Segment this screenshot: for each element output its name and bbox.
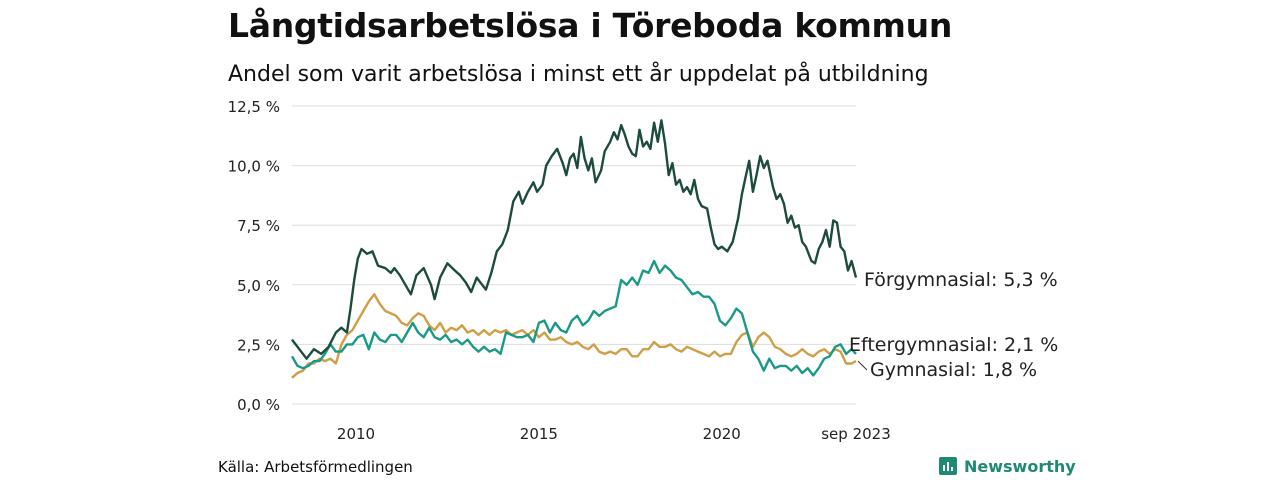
- y-tick-label: 7,5 %: [237, 217, 280, 235]
- y-tick-label: 5,0 %: [237, 277, 280, 295]
- series-end-label: Gymnasial: 1,8 %: [870, 359, 1037, 381]
- y-tick-label: 0,0 %: [237, 396, 280, 414]
- newsworthy-icon: [939, 457, 957, 475]
- chart-subtitle: Andel som varit arbetslösa i minst ett å…: [228, 62, 929, 87]
- label-leader-line: [857, 360, 868, 371]
- brand-logo[interactable]: Newsworthy: [938, 456, 1076, 476]
- x-tick-label: 2010: [337, 425, 375, 443]
- series-end-label: Förgymnasial: 5,3 %: [864, 269, 1058, 291]
- series-end-label: Eftergymnasial: 2,1 %: [849, 334, 1058, 356]
- x-tick-label: sep 2023: [821, 425, 891, 443]
- series-line-eftergymnasial: [290, 259, 857, 377]
- series-line-gymnasial: [291, 293, 857, 379]
- y-tick-label: 12,5 %: [228, 98, 280, 116]
- y-tick-label: 10,0 %: [228, 158, 280, 176]
- series-line-förgymnasial: [291, 119, 858, 360]
- source-note: Källa: Arbetsförmedlingen: [218, 458, 413, 476]
- brand-name: Newsworthy: [964, 456, 1076, 476]
- y-tick-label: 2,5 %: [237, 336, 280, 354]
- x-tick-label: 2020: [703, 425, 741, 443]
- chart-title: Långtidsarbetslösa i Töreboda kommun: [228, 6, 953, 45]
- x-tick-label: 2015: [520, 425, 558, 443]
